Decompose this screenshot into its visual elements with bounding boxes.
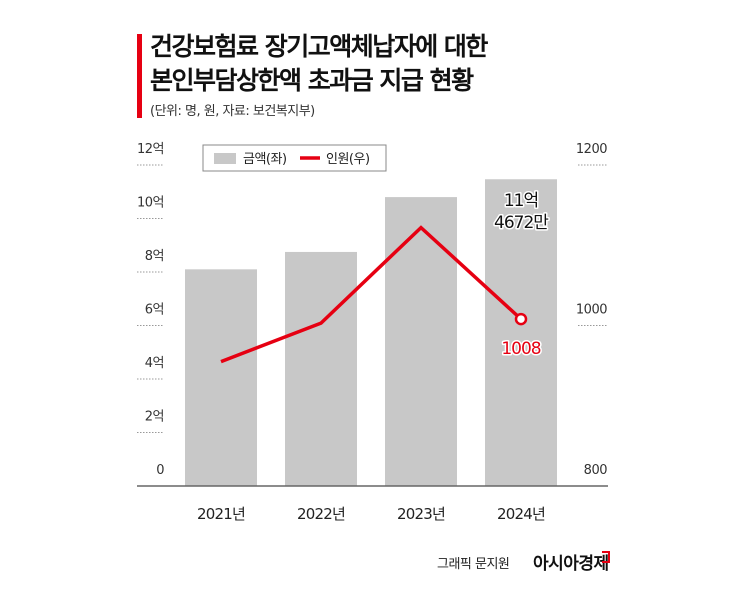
right-tick-label: 800 [584,463,608,478]
chart-subtitle: (단위: 명, 원, 자료: 보건복지부) [150,104,315,119]
bar-2021년 [185,269,257,486]
left-tick-label: 2억 [145,410,164,425]
legend-label-금액: 금액(좌) [243,152,287,167]
line-point-end-marker [514,312,528,326]
chart-title: 건강보험료 장기고액체납자에 대한 본인부담상한액 초과금 지급 현황 [150,30,488,98]
legend-bar-swatch [214,153,236,164]
right-tick-label: 1000 [576,303,607,318]
bar-value-label-line2: 4672만 [494,213,549,233]
x-tick-label: 2024년 [497,505,545,523]
left-tick-label: 12억 [137,142,164,157]
left-tick-label: 0 [156,463,164,478]
title-line-2: 본인부담상한액 초과금 지급 현황 [150,66,474,95]
left-tick-label: 4억 [145,356,164,371]
line-value-label: 1008 [501,339,540,359]
x-tick-label: 2023년 [397,505,445,523]
line-series-인원 [220,225,523,364]
right-tick-label: 1200 [576,142,607,157]
x-tick-label: 2021년 [197,505,245,523]
title-accent-bar [137,34,142,118]
left-tick-label: 10억 [137,196,164,211]
legend-box [202,144,387,172]
brand-mark-icon [602,551,610,563]
left-tick-label: 6억 [145,303,164,318]
legend-label-인원: 인원(우) [326,152,370,167]
graphic-credit: 그래픽 문지원 [437,557,510,572]
bar-2022년 [285,251,357,486]
bar-2023년 [385,197,457,486]
title-line-1: 건강보험료 장기고액체납자에 대한 [150,32,488,61]
x-tick-label: 2022년 [297,505,345,523]
left-tick-label: 8억 [145,249,164,264]
bar-2024년 [485,179,557,487]
brand-logo: 아시아경제 [533,554,609,574]
bar-value-label-line1: 11억 [504,191,538,211]
